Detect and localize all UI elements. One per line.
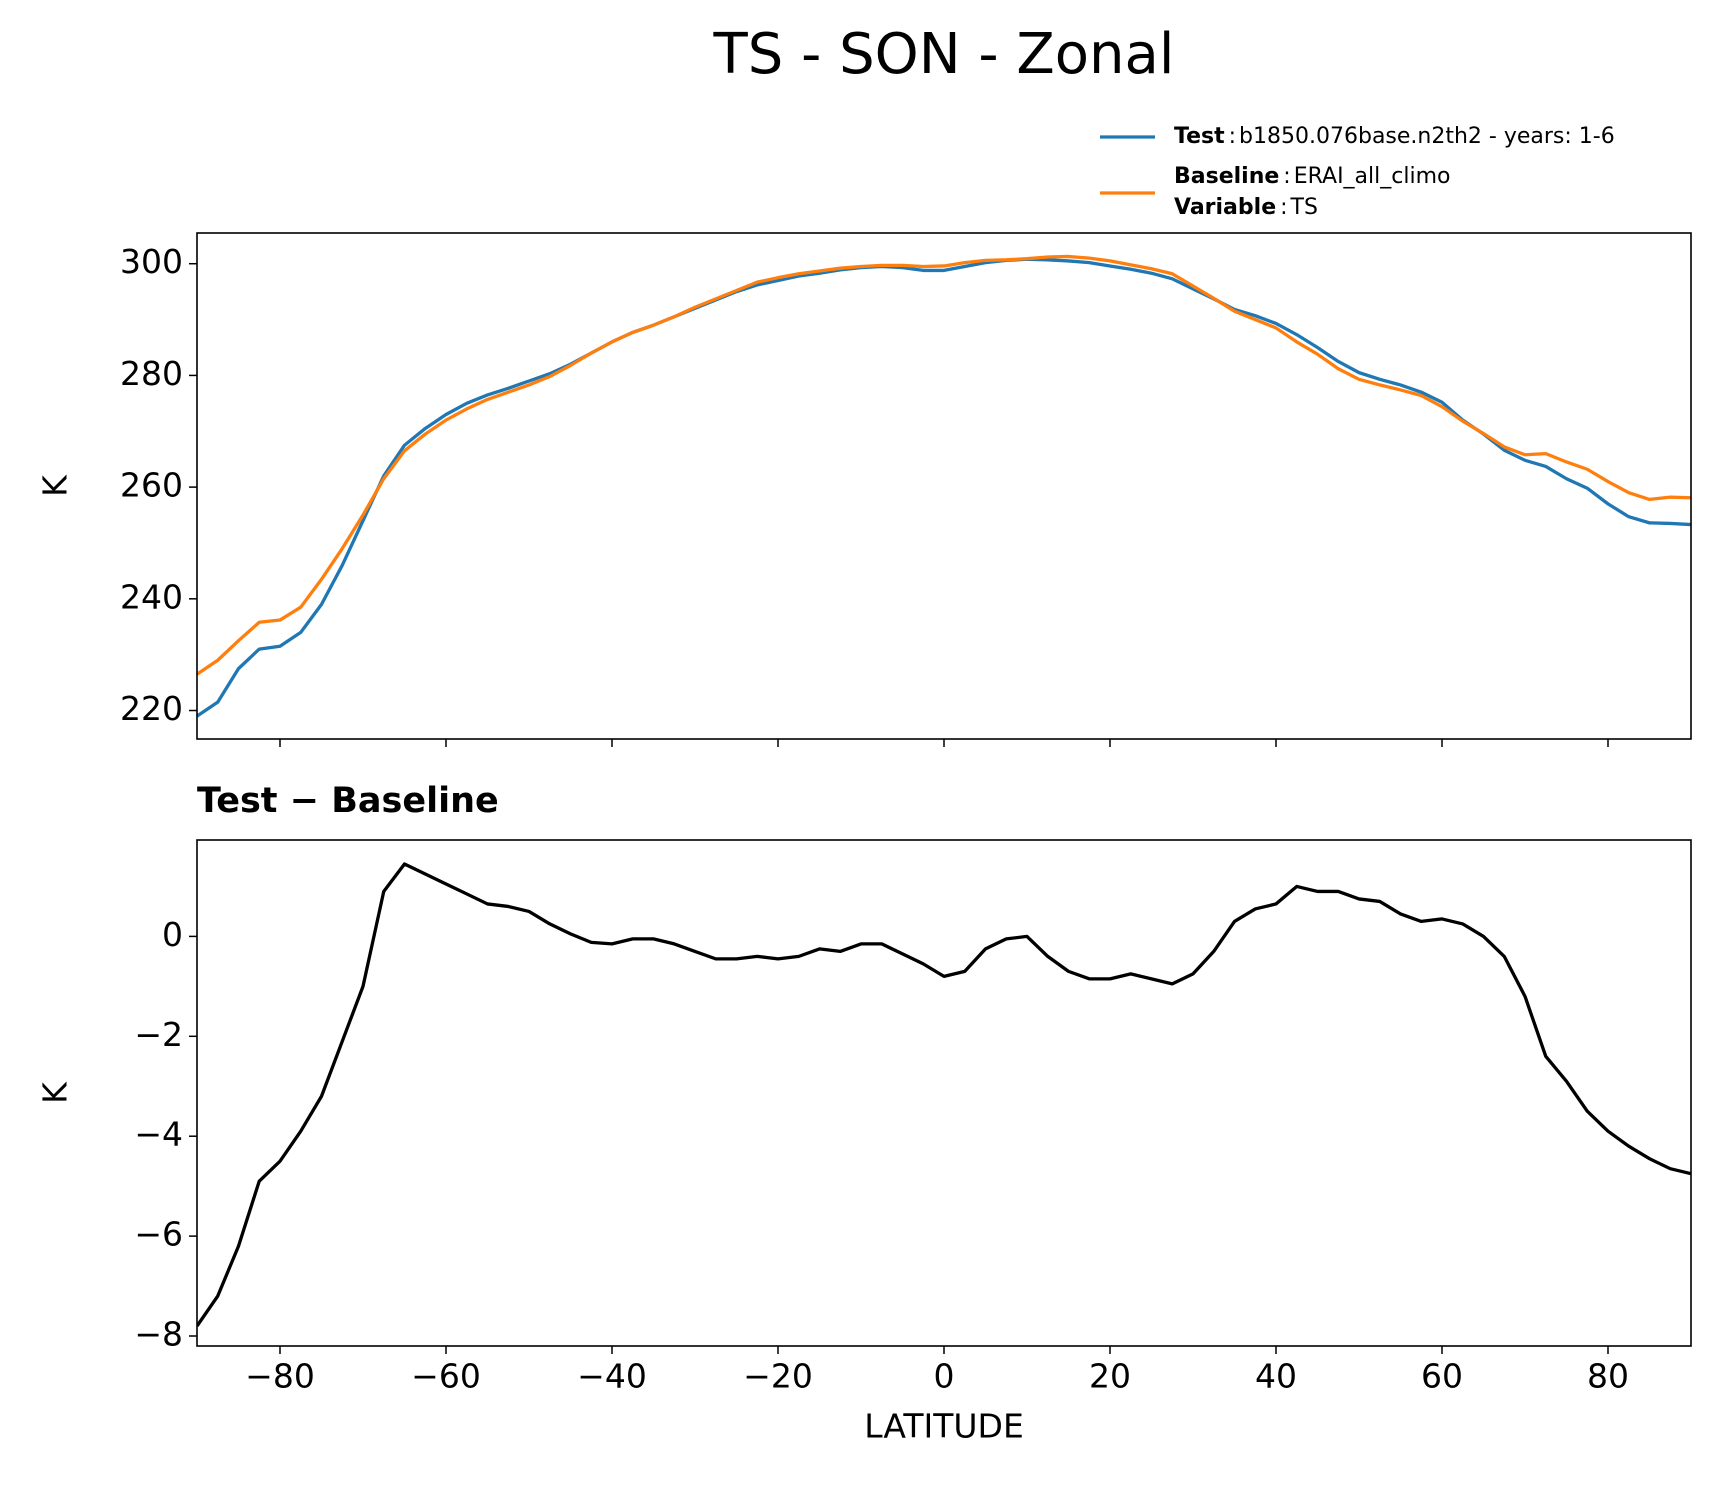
y-tick-label: 260 <box>120 466 183 505</box>
y-axis-label: K <box>36 474 75 497</box>
x-axis-label: LATITUDE <box>864 1407 1024 1446</box>
legend-separator: : <box>1280 195 1287 220</box>
legend-variable-label: Variable <box>1174 195 1276 220</box>
x-tick-label: 80 <box>1587 1357 1629 1396</box>
legend-description: ERAI_all_climo <box>1294 164 1451 189</box>
legend-entry: Test: b1850.076base.n2th2 - years: 1-6 <box>1174 124 1615 149</box>
y-tick-label: −4 <box>134 1115 183 1154</box>
x-tick-label: 20 <box>1089 1357 1131 1396</box>
legend-variable: TS <box>1290 195 1318 220</box>
legend-entry: Variable: TS <box>1174 195 1318 220</box>
series-line <box>197 254 1691 676</box>
axes-frame <box>196 839 1692 1347</box>
y-tick-label: 300 <box>120 242 183 281</box>
subplot-title: Test − Baseline <box>197 781 499 821</box>
x-tick-label: −40 <box>577 1357 647 1396</box>
legend-separator: : <box>1283 164 1290 189</box>
x-tick-label: −20 <box>743 1357 813 1396</box>
y-tick-label: 280 <box>120 354 183 393</box>
series-line <box>197 257 1691 718</box>
series-line <box>197 862 1691 1327</box>
legend-entry: Baseline: ERAI_all_climo <box>1174 164 1450 189</box>
y-tick-label: −6 <box>134 1215 183 1254</box>
x-tick-label: 0 <box>934 1357 955 1396</box>
legend-description: b1850.076base.n2th2 - years: 1-6 <box>1239 124 1615 149</box>
x-tick-label: 60 <box>1421 1357 1463 1396</box>
x-tick-label: 40 <box>1255 1357 1297 1396</box>
x-tick-label: −80 <box>245 1357 315 1396</box>
legend-name: Test <box>1174 124 1225 149</box>
y-tick-label: 220 <box>120 689 183 728</box>
legend-separator: : <box>1229 124 1236 149</box>
axes-frame <box>196 232 1692 740</box>
y-axis-label: K <box>36 1081 75 1104</box>
y-tick-label: −2 <box>134 1015 183 1054</box>
y-tick-label: −8 <box>134 1315 183 1354</box>
y-tick-label: 240 <box>120 577 183 616</box>
x-tick-label: −60 <box>411 1357 481 1396</box>
chart-title: TS - SON - Zonal <box>713 22 1175 87</box>
legend-name: Baseline <box>1174 164 1279 189</box>
y-tick-label: 0 <box>162 915 183 954</box>
